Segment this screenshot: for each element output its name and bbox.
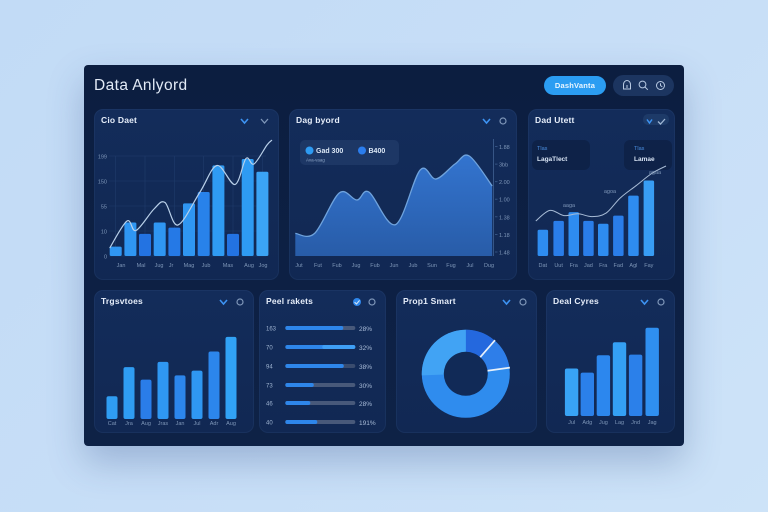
svg-text:Jras: Jras [158, 421, 169, 427]
svg-text:38%: 38% [359, 364, 372, 371]
svg-text:Tlas: Tlas [634, 146, 645, 152]
svg-text:Jr: Jr [169, 263, 174, 269]
svg-text:Jnd: Jnd [631, 420, 640, 426]
svg-text:46: 46 [266, 402, 273, 408]
svg-text:Jug: Jug [599, 420, 608, 426]
svg-text:Jul: Jul [568, 420, 575, 426]
svg-text:Mal: Mal [137, 263, 146, 269]
svg-text:Adg: Adg [582, 420, 592, 426]
svg-text:Dug: Dug [484, 263, 494, 269]
svg-text:199: 199 [98, 155, 107, 161]
svg-text:Sun: Sun [427, 263, 437, 269]
svg-text:Fub: Fub [332, 263, 341, 269]
svg-text:B400: B400 [369, 148, 386, 155]
svg-text:Jun: Jun [390, 263, 399, 269]
svg-text:1.48: 1.48 [499, 251, 510, 257]
svg-text:Fad: Fad [614, 263, 623, 269]
svg-text:Lag: Lag [615, 420, 624, 426]
svg-text:Uut: Uut [554, 263, 563, 269]
svg-text:1.38: 1.38 [499, 215, 510, 221]
svg-text:Jan: Jan [176, 421, 185, 427]
svg-text:10: 10 [101, 230, 107, 236]
svg-text:28%: 28% [359, 326, 372, 333]
svg-text:aaga: aaga [563, 203, 576, 209]
svg-text:Tlas: Tlas [537, 146, 548, 152]
svg-text:Fay: Fay [644, 263, 653, 269]
svg-text:94: 94 [266, 365, 273, 371]
svg-text:Fub: Fub [370, 263, 379, 269]
svg-text:Lamae: Lamae [634, 156, 655, 163]
svg-text:Ava-vaag: Ava-vaag [306, 158, 325, 163]
svg-text:Jul: Jul [193, 421, 200, 427]
svg-text:Jub: Jub [409, 263, 418, 269]
svg-text:2.00: 2.00 [499, 180, 510, 186]
svg-text:agaa: agaa [649, 170, 662, 176]
svg-text:Cat: Cat [108, 421, 117, 427]
svg-text:agoa: agoa [604, 189, 617, 195]
svg-text:Jub: Jub [202, 263, 211, 269]
svg-text:150: 150 [98, 180, 107, 186]
svg-text:Aug: Aug [141, 421, 151, 427]
svg-text:Jut: Jut [295, 263, 303, 269]
svg-text:1.18: 1.18 [499, 233, 510, 239]
svg-text:1.88: 1.88 [499, 145, 510, 151]
svg-text:30%: 30% [359, 383, 372, 390]
svg-text:Agl: Agl [629, 263, 637, 269]
svg-text:Adr: Adr [210, 421, 219, 427]
svg-text:Fut: Fut [314, 263, 322, 269]
svg-text:Dat: Dat [539, 263, 548, 269]
svg-text:55: 55 [101, 205, 107, 211]
svg-text:Fra: Fra [570, 263, 579, 269]
svg-text:Jad: Jad [584, 263, 593, 269]
svg-text:Jug: Jug [155, 263, 164, 269]
svg-text:Jog: Jog [259, 263, 268, 269]
svg-text:Mas: Mas [223, 263, 234, 269]
svg-text:Fug: Fug [446, 263, 455, 269]
svg-text:Jag: Jag [648, 420, 657, 426]
svg-text:Jan: Jan [117, 263, 126, 269]
svg-text:163: 163 [266, 327, 277, 333]
svg-text:0: 0 [104, 255, 107, 261]
svg-text:Aug: Aug [244, 263, 254, 269]
svg-text:Fra: Fra [599, 263, 608, 269]
svg-text:32%: 32% [359, 345, 372, 352]
svg-text:70: 70 [266, 346, 273, 352]
svg-text:Gad 300: Gad 300 [316, 148, 343, 155]
svg-text:73: 73 [266, 384, 273, 390]
svg-text:Jul: Jul [466, 263, 473, 269]
svg-text:Jug: Jug [352, 263, 361, 269]
svg-text:28%: 28% [359, 401, 372, 408]
svg-text:Aug: Aug [226, 421, 236, 427]
svg-text:40: 40 [266, 421, 273, 427]
svg-text:Jra: Jra [125, 421, 134, 427]
svg-text:3bb: 3bb [499, 163, 508, 169]
svg-text:191%: 191% [359, 420, 376, 427]
svg-text:LagaTlect: LagaTlect [537, 156, 568, 163]
svg-text:1.00: 1.00 [499, 198, 510, 204]
svg-text:Mag: Mag [184, 263, 195, 269]
